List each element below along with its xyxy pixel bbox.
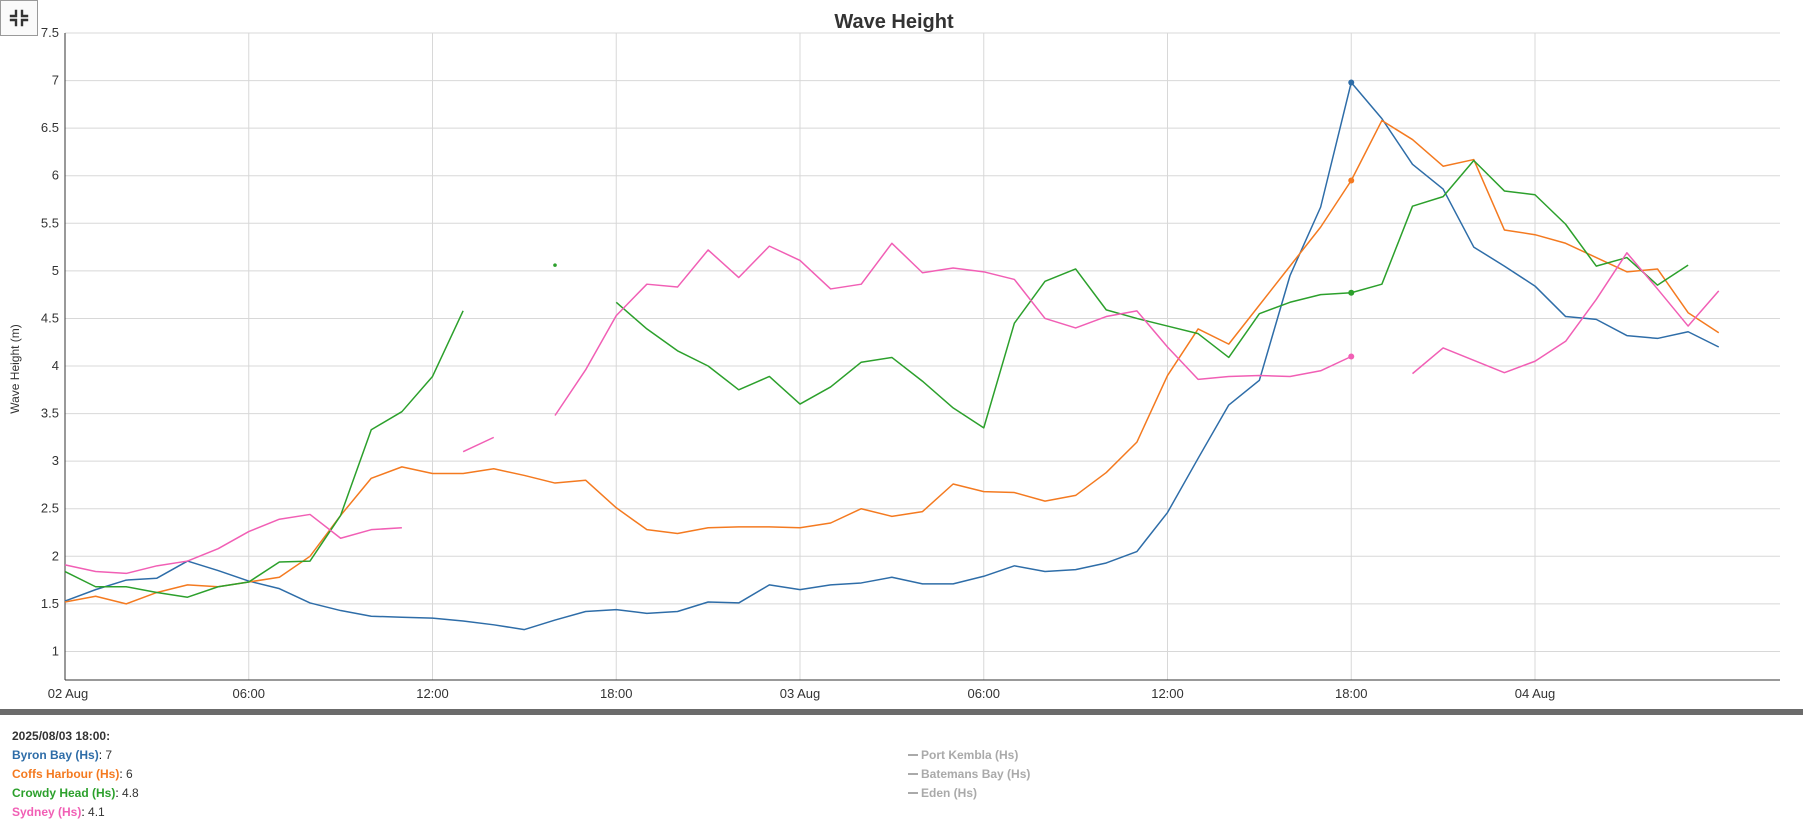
tooltip-legend: 2025/08/03 18:00: Byron Bay (Hs): 7 Coff… — [0, 715, 1803, 835]
legend-series-name: Sydney (Hs) — [12, 805, 82, 819]
legend-entry-eden[interactable]: Eden (Hs) — [908, 786, 977, 800]
series-line — [462, 436, 495, 453]
y-axis-label: Wave Height (m) — [8, 324, 22, 414]
y-tick-label: 6.5 — [41, 120, 59, 135]
series-line — [64, 310, 464, 598]
highlight-marker — [1348, 353, 1355, 360]
legend-entry-coffs-harbour[interactable]: Coffs Harbour (Hs): 6 — [12, 767, 133, 781]
chart-title: Wave Height — [834, 11, 954, 33]
series-crowdy-head-hs — [64, 159, 1689, 598]
y-tick-label: 5 — [52, 263, 59, 278]
y-tick-label: 7 — [52, 73, 59, 88]
series-point — [553, 263, 557, 267]
x-tick-label: 18:00 — [1335, 686, 1368, 701]
legend-series-name: Crowdy Head (Hs) — [12, 786, 116, 800]
series-coffs-harbour-hs — [64, 119, 1720, 605]
x-tick-label: 06:00 — [232, 686, 265, 701]
legend-series-value: 6 — [126, 767, 133, 781]
series-line — [64, 513, 402, 575]
legend-entry-port-kembla[interactable]: Port Kembla (Hs) — [908, 748, 1018, 762]
x-tick-label: 06:00 — [967, 686, 1000, 701]
series-byron-bay-hs — [64, 81, 1720, 631]
axes: 1 1.5 2 2.5 3 3.5 4 4.5 5 5.5 6 6.5 7 7.5 02 Aug 06:00 1… — [41, 25, 1780, 701]
x-tick-label: 12:00 — [416, 686, 449, 701]
legend-entry-batemans-bay[interactable]: Batemans Bay (Hs) — [908, 767, 1030, 781]
series-line — [1412, 252, 1720, 375]
y-tick-label: 1.5 — [41, 596, 59, 611]
series-lines — [64, 81, 1720, 631]
wave-height-chart: Wave Height Wave Height (m) 1 1.5 2 2.5 3 3.5… — [8, 11, 1780, 701]
y-tick-label: 5.5 — [41, 215, 59, 230]
x-tick-label: 04 Aug — [1515, 686, 1556, 701]
series-line — [64, 119, 1720, 605]
y-tick-label: 4 — [52, 358, 59, 373]
legend-line-icon — [908, 791, 918, 794]
legend-series-name: Batemans Bay (Hs) — [921, 767, 1031, 781]
y-tick-label: 7.5 — [41, 25, 59, 40]
legend-series-name: Byron Bay (Hs) — [12, 748, 99, 762]
legend-line-icon — [908, 753, 918, 756]
y-tick-label: 6 — [52, 168, 59, 183]
legend-entry-crowdy-head[interactable]: Crowdy Head (Hs): 4.8 — [12, 786, 139, 800]
tooltip-heading: 2025/08/03 18:00: — [12, 729, 111, 743]
legend-line-icon — [908, 772, 918, 775]
highlight-marker — [1348, 177, 1355, 184]
legend-entry-byron-bay[interactable]: Byron Bay (Hs): 7 — [12, 748, 113, 762]
series-line — [554, 242, 1352, 416]
legend-series-name: Coffs Harbour (Hs) — [12, 767, 120, 781]
collapse-icon — [9, 9, 29, 27]
legend-series-value: 4.8 — [122, 786, 139, 800]
y-tick-label: 1 — [52, 643, 59, 658]
highlight-markers — [1348, 79, 1355, 360]
legend-series-value: 7 — [105, 748, 113, 762]
legend-series-name: Port Kembla (Hs) — [921, 748, 1019, 762]
y-tick-label: 3 — [52, 453, 59, 468]
y-tick-label: 2.5 — [41, 501, 59, 516]
x-tick-label: 03 Aug — [780, 686, 821, 701]
y-tick-label: 4.5 — [41, 310, 59, 325]
x-tick-label: 02 Aug — [48, 686, 89, 701]
legend-series-name: Eden (Hs) — [921, 786, 978, 800]
collapse-button[interactable] — [0, 0, 38, 36]
series-line — [615, 159, 1689, 429]
legend-entry-sydney[interactable]: Sydney (Hs): 4.1 — [12, 805, 105, 819]
y-tick-label: 3.5 — [41, 406, 59, 421]
series-sydney-hs — [64, 242, 1720, 575]
series-line — [64, 81, 1720, 631]
x-tick-label: 12:00 — [1151, 686, 1184, 701]
legend-series-value: 4.1 — [88, 805, 105, 819]
highlight-marker — [1348, 289, 1355, 296]
y-tick-label: 2 — [52, 548, 59, 563]
grid — [65, 32, 1780, 680]
highlight-marker — [1348, 79, 1355, 86]
x-tick-label: 18:00 — [600, 686, 633, 701]
scroll-track[interactable] — [0, 709, 1803, 715]
